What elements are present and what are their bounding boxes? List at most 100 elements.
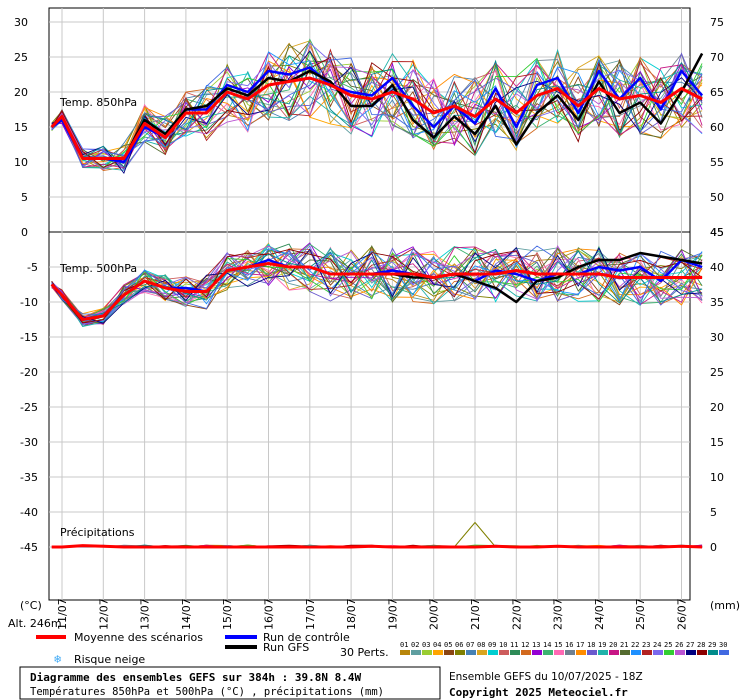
- pert-swatch: [664, 650, 674, 655]
- main-series-lines: [50, 52, 704, 549]
- plot-frame: [48, 7, 691, 601]
- pert-line-500: [51, 246, 703, 324]
- right-tick-label: 10: [710, 471, 724, 484]
- pert-number: 02: [411, 641, 419, 649]
- left-tick-label: -20: [20, 366, 38, 379]
- pert-number: 23: [642, 641, 650, 649]
- pert-number: 15: [554, 641, 562, 649]
- pert-swatch: [466, 650, 476, 655]
- precip-annotation: Précipitations: [60, 526, 135, 539]
- left-tick-label: -10: [20, 296, 38, 309]
- pert-number: 22: [631, 641, 639, 649]
- x-tick-label: 11/07: [56, 598, 69, 630]
- pert-swatch: [400, 650, 410, 655]
- right-tick-label: 0: [710, 541, 717, 554]
- pert-line-500: [51, 247, 703, 315]
- left-tick-label: 25: [14, 51, 28, 64]
- right-axis-unit: (mm): [710, 599, 740, 612]
- pert-number: 29: [708, 641, 716, 649]
- perturbation-legend: 01 02 03 04 05 06 07 08 09 10 11 12 13 14 15 16 17 18 19 20…: [400, 641, 729, 655]
- pert-line-500: [51, 248, 703, 322]
- pert-number: 09: [488, 641, 496, 649]
- left-tick-label: -45: [20, 541, 38, 554]
- left-tick-label: 10: [14, 156, 28, 169]
- pert-swatch: [598, 650, 608, 655]
- pert-number: 18: [587, 641, 595, 649]
- title-box: [19, 666, 441, 700]
- pert-number: 26: [675, 641, 683, 649]
- pert-number: 19: [598, 641, 606, 649]
- right-tick-label: 35: [710, 296, 724, 309]
- x-tick-label: 26/07: [676, 598, 689, 630]
- pert-number: 24: [653, 641, 661, 649]
- pert-swatch: [576, 650, 586, 655]
- left-tick-label: 30: [14, 16, 28, 29]
- precip-peak-line: [453, 522, 496, 548]
- pert-line-850: [51, 51, 703, 169]
- pert-swatch: [587, 650, 597, 655]
- legend-control-label: Run de contrôle: [263, 631, 350, 644]
- x-tick-label: 14/07: [180, 598, 193, 630]
- pert-swatch: [719, 650, 729, 655]
- pert-number: 04: [433, 641, 441, 649]
- pert-swatch: [609, 650, 619, 655]
- x-tick-label: 16/07: [263, 598, 276, 630]
- x-tick-label: 25/07: [634, 598, 647, 630]
- altitude-label: Alt. 246m: [8, 617, 62, 630]
- pert-number: 14: [543, 641, 551, 649]
- left-tick-label: -30: [20, 436, 38, 449]
- mean-line-850: [50, 76, 703, 160]
- pert-swatch: [554, 650, 564, 655]
- pert-line-500: [51, 249, 703, 324]
- pert-swatch: [411, 650, 421, 655]
- control-line-850: [50, 66, 704, 164]
- right-tick-label: 5: [710, 506, 717, 519]
- snowflake-icon: ❄: [54, 652, 61, 666]
- pert-number: 28: [697, 641, 705, 649]
- pert-line-850: [51, 51, 703, 157]
- legend-snow-label: Risque neige: [74, 653, 145, 666]
- x-tick-label: 21/07: [469, 598, 482, 630]
- left-axis-unit: (°C): [20, 599, 42, 612]
- x-tick-label: 19/07: [386, 598, 399, 630]
- pert-number: 30: [719, 641, 727, 649]
- left-tick-label: 0: [21, 226, 28, 239]
- right-tick-label: 45: [710, 226, 724, 239]
- left-tick-label: -40: [20, 506, 38, 519]
- mean-line-precip: [51, 544, 703, 549]
- pert-swatch: [565, 650, 575, 655]
- pert-number: 01: [400, 641, 408, 649]
- right-tick-label: 15: [710, 436, 724, 449]
- right-tick-label: 25: [710, 366, 724, 379]
- x-tick-label: 20/07: [428, 598, 441, 630]
- legend-gfs-label: Run GFS: [263, 641, 309, 654]
- pert-swatch: [499, 650, 509, 655]
- pert-number: 16: [565, 641, 573, 649]
- chart-grid: [48, 7, 691, 601]
- left-tick-label: -15: [20, 331, 38, 344]
- pert-swatch: [433, 650, 443, 655]
- pert-swatch: [708, 650, 718, 655]
- pert-swatch: [642, 650, 652, 655]
- x-tick-label: 12/07: [97, 598, 110, 630]
- left-tick-label: 5: [21, 191, 28, 204]
- title-line-2: Températures 850hPa et 500hPa (°C) , pré…: [30, 686, 384, 698]
- pert-swatch: [631, 650, 641, 655]
- pert-swatch: [444, 650, 454, 655]
- left-tick-label: -25: [20, 401, 38, 414]
- x-axis-ticks: 11/07 12/07 13/07 14/07 15/07 16/07 17/07 18/07…: [56, 598, 689, 630]
- right-tick-label: 55: [710, 156, 724, 169]
- pert-swatch: [455, 650, 465, 655]
- pert-swatch: [620, 650, 630, 655]
- left-tick-label: -5: [27, 261, 38, 274]
- pert-number: 03: [422, 641, 430, 649]
- pert-line-850: [51, 58, 703, 168]
- legend-perts-label: 30 Perts.: [340, 646, 389, 659]
- pert-number: 20: [609, 641, 617, 649]
- right-tick-label: 40: [710, 261, 724, 274]
- pert-number: 25: [664, 641, 672, 649]
- pert-swatch: [488, 650, 498, 655]
- pert-number: 21: [620, 641, 628, 649]
- right-tick-label: 30: [710, 331, 724, 344]
